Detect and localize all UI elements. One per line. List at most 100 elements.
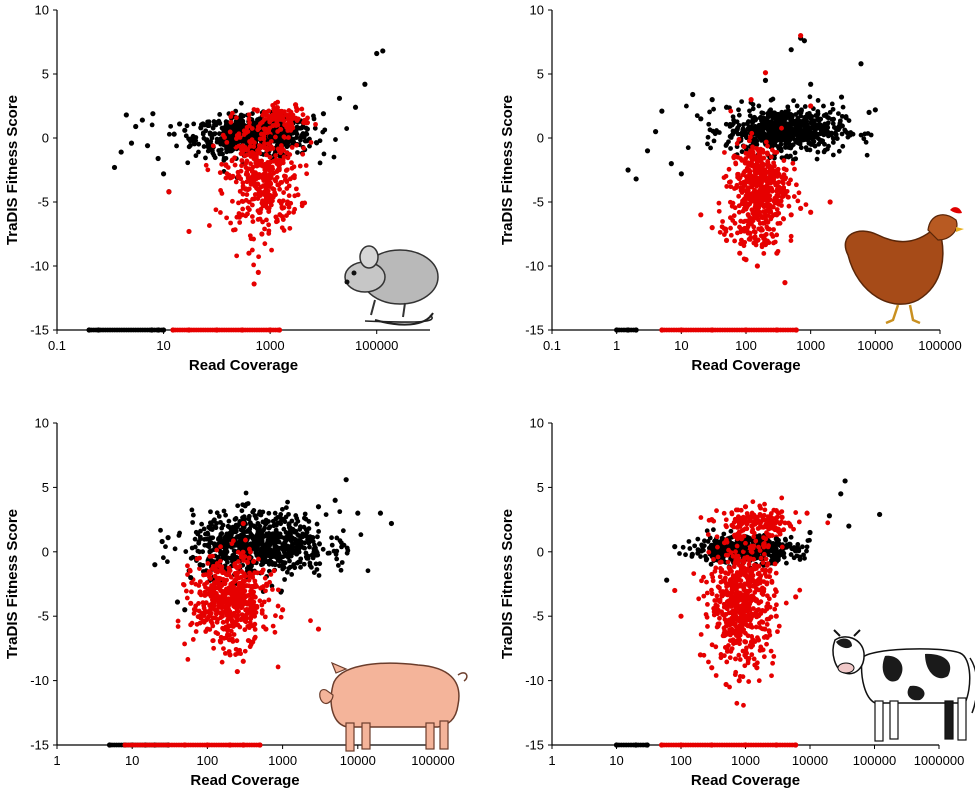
y-tick-label: 5 — [537, 67, 544, 82]
scatter-point-red — [235, 169, 241, 175]
scatter-point-black — [728, 528, 734, 534]
scatter-point-red — [741, 144, 747, 150]
y-tick-label: -10 — [30, 673, 49, 688]
scatter-point-black — [207, 520, 213, 526]
scatter-point-red — [224, 139, 230, 145]
scatter-point-red — [260, 584, 266, 589]
scatter-point-black — [259, 556, 265, 562]
scatter-point-black — [217, 112, 223, 117]
scatter-point-black — [340, 528, 346, 534]
scatter-point-red — [303, 163, 309, 168]
scatter-point-red — [270, 623, 276, 629]
y-tick-label: -15 — [525, 738, 544, 753]
scatter-point-red — [267, 180, 273, 186]
scatter-point-black — [195, 548, 201, 554]
scatter-point-red — [776, 179, 782, 185]
scatter-point-red — [762, 237, 769, 243]
scatter-point-black — [302, 545, 308, 551]
scatter-point-black — [183, 549, 189, 554]
scatter-point-red — [284, 150, 290, 156]
scatter-point-black — [223, 546, 229, 552]
scatter-point-red — [277, 198, 282, 204]
scatter-point-red — [246, 600, 251, 606]
scatter-point-red — [275, 327, 281, 333]
scatter-point-red — [726, 610, 732, 616]
scatter-point-black — [865, 131, 871, 136]
scatter-point-red — [203, 162, 209, 168]
scatter-point-red — [753, 209, 758, 215]
scatter-point-black — [864, 152, 870, 158]
scatter-point-red — [213, 568, 219, 574]
scatter-point-black — [699, 542, 705, 548]
scatter-point-black — [200, 130, 206, 136]
scatter-point-black — [275, 555, 281, 561]
scatter-point-red — [737, 637, 743, 643]
scatter-point-black — [271, 130, 277, 136]
scatter-point-red — [761, 251, 767, 256]
scatter-point-red — [777, 220, 783, 226]
scatter-point-black — [707, 109, 712, 115]
scatter-point-red — [308, 140, 314, 145]
scatter-point-black — [225, 559, 230, 565]
scatter-point-black — [808, 81, 814, 87]
scatter-point-red — [205, 561, 211, 566]
scatter-point-red — [234, 565, 240, 571]
scatter-point-red — [745, 222, 751, 228]
scatter-point-red — [223, 175, 229, 181]
scatter-point-red — [769, 175, 775, 180]
scatter-point-red — [808, 103, 814, 109]
scatter-point-red — [241, 558, 246, 563]
scatter-point-red — [249, 247, 255, 253]
scatter-point-black — [785, 104, 791, 110]
scatter-point-black — [185, 160, 191, 166]
scatter-point-red — [280, 607, 286, 613]
scatter-point-black — [836, 111, 841, 116]
scatter-point-black — [316, 573, 322, 578]
scatter-point-red — [736, 209, 742, 215]
scatter-point-red — [755, 181, 761, 187]
scatter-point-red — [745, 188, 751, 194]
scatter-point-red — [304, 171, 310, 177]
scatter-point-red — [227, 652, 233, 658]
scatter-point-black — [221, 508, 227, 514]
scatter-point-red — [769, 147, 775, 153]
scatter-point-black — [735, 127, 740, 132]
scatter-point-black — [279, 545, 285, 551]
scatter-point-black — [272, 561, 278, 567]
scatter-point-red — [726, 166, 732, 172]
scatter-point-red — [786, 194, 791, 200]
scatter-point-black — [830, 152, 836, 158]
scatter-point-red — [210, 615, 216, 621]
scatter-point-black — [212, 155, 218, 161]
scatter-point-black — [286, 550, 292, 556]
scatter-point-red — [722, 150, 727, 155]
scatter-point-red — [704, 590, 710, 596]
scatter-point-black — [238, 100, 244, 106]
scatter-point-red — [218, 639, 224, 645]
scatter-point-black — [184, 123, 190, 129]
scatter-point-black — [188, 574, 194, 581]
scatter-point-black — [216, 131, 222, 137]
scatter-point-black — [150, 111, 156, 117]
scatter-point-red — [236, 200, 241, 206]
scatter-point-red — [262, 241, 268, 247]
scatter-point-black — [736, 107, 741, 113]
scatter-point-red — [278, 614, 284, 620]
scatter-point-black — [754, 142, 760, 147]
scatter-point-black — [827, 109, 833, 115]
scatter-point-black — [278, 521, 284, 527]
scatter-point-red — [753, 201, 758, 207]
scatter-point-black — [289, 518, 295, 524]
scatter-point-black — [790, 134, 796, 140]
scatter-point-red — [764, 185, 770, 190]
scatter-point-red — [803, 202, 809, 207]
scatter-point-black — [863, 139, 869, 145]
scatter-point-black — [208, 509, 213, 515]
scatter-point-black — [226, 518, 232, 524]
scatter-point-red — [259, 231, 265, 237]
scatter-point-red — [204, 626, 210, 632]
scatter-point-black — [290, 526, 295, 532]
scatter-point-red — [760, 560, 766, 566]
scatter-point-black — [216, 537, 221, 542]
scatter-point-black — [310, 555, 316, 561]
